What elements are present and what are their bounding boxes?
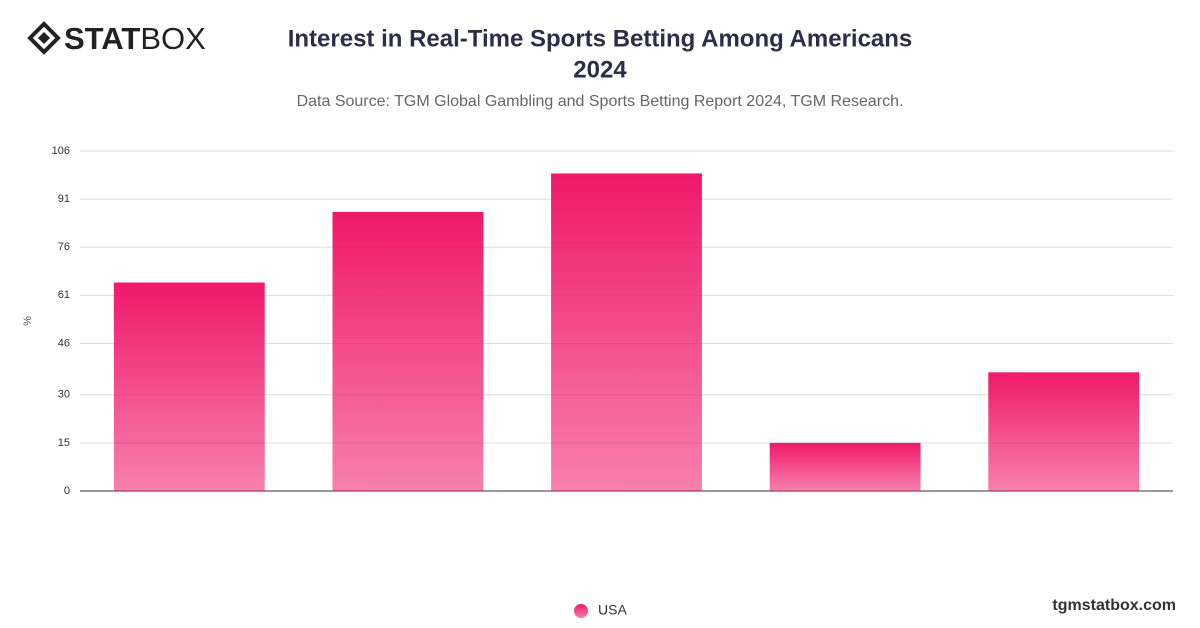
- website: tgmstatbox.com: [1052, 597, 1176, 614]
- chart-subtitle: Data Source: TGM Global Gambling and Spo…: [297, 93, 904, 110]
- y-tick-label: 30: [58, 389, 70, 401]
- chart-title: 2024: [573, 56, 627, 83]
- legend-label: USA: [598, 602, 627, 618]
- bar: [551, 173, 702, 492]
- legend-marker: [574, 604, 588, 618]
- y-tick-label: 76: [58, 241, 70, 253]
- y-tick-label: 46: [58, 337, 70, 349]
- y-tick-label: 61: [58, 289, 70, 301]
- logo-regular: BOX: [140, 21, 206, 56]
- logo-text: STATBOX: [64, 21, 206, 56]
- bar: [113, 282, 265, 491]
- y-tick-label: 0: [64, 485, 70, 497]
- logo-icon: [27, 21, 61, 55]
- y-tick-label: 106: [52, 145, 70, 157]
- logo-bold: STAT: [64, 21, 140, 56]
- logo: STATBOX: [27, 21, 206, 56]
- bar: [332, 211, 484, 491]
- y-tick-label: 15: [58, 437, 70, 449]
- y-tick-label: 91: [58, 193, 70, 205]
- bar: [988, 372, 1140, 491]
- bar: [769, 442, 921, 491]
- chart-title: Interest in Real-Time Sports Betting Amo…: [288, 25, 913, 52]
- y-axis-label: %: [22, 316, 34, 326]
- logo-icon-inner: [38, 32, 50, 44]
